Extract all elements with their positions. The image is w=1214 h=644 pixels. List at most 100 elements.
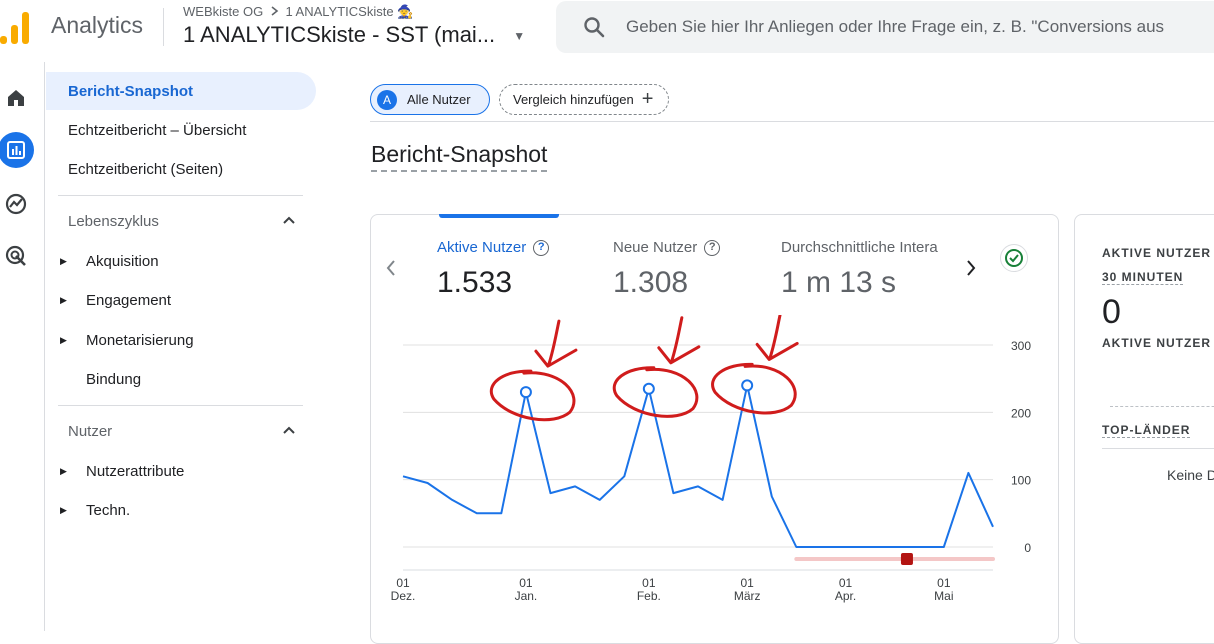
property-name: 1 ANALYTICSkiste - SST (mai... [183,22,496,47]
data-point [519,386,532,399]
realtime-value: 0 [1102,293,1121,331]
metric-label: Aktive Nutzer [437,239,527,256]
chevron-right-icon [270,4,279,19]
x-tick-day: 01 [937,576,951,590]
search-input[interactable]: Geben Sie hier Ihr Anliegen oder Ihre Fr… [626,17,1165,36]
icon-rail [0,62,45,631]
realtime-divider [1102,448,1214,449]
help-icon[interactable]: ? [704,239,721,256]
metric-label: Durchschnittliche Intera [781,239,938,256]
chevron-up-icon[interactable] [282,213,296,231]
analytics-logo[interactable] [0,10,32,44]
expand-triangle-icon: ▶ [60,504,67,515]
expand-triangle-icon: ▶ [60,465,67,476]
page-title[interactable]: Bericht-Snapshot [371,141,548,172]
nav-item-label: Akquisition [86,252,159,270]
nav-item-realtime-pages[interactable]: Echtzeitbericht (Seiten) [68,160,224,178]
x-tick-month: Dez. [391,589,416,603]
realtime-label-period: 30 MINUTEN [1102,270,1184,285]
y-tick-label: 100 [1011,474,1031,488]
nav-item-monetization[interactable]: ▶ Monetarisierung [46,321,316,359]
nav-item-label: Monetarisierung [86,331,194,349]
nav-item-report-snapshot[interactable]: Bericht-Snapshot [46,72,316,110]
realtime-sparkline [1110,406,1214,407]
nav-item-retention[interactable]: Bindung [46,360,316,398]
metric-new-users[interactable]: Neue Nutzer? 1.308 [613,239,721,300]
x-tick-day: 01 [519,576,533,590]
filter-divider [370,121,1214,122]
add-comparison-button[interactable]: Vergleich hinzufügen + [499,84,669,115]
segment-chip-all-users[interactable]: A Alle Nutzer [370,84,490,115]
metric-active-users[interactable]: Aktive Nutzer? 1.533 [437,239,550,300]
annotation-arrow [657,316,701,365]
expand-triangle-icon: ▶ [60,334,67,345]
x-tick-day: 01 [740,576,754,590]
plus-icon: + [641,88,654,110]
search-icon [582,15,606,44]
x-tick-month: März [734,589,761,603]
active-tab-indicator [439,214,559,218]
add-comparison-label: Vergleich hinzufügen [513,92,634,107]
nav-section-title: Lebenszyklus [68,212,159,230]
report-nav: Bericht-Snapshot Echtzeitbericht – Übers… [46,62,322,631]
breadcrumb-account[interactable]: WEBkiste OG [183,4,264,19]
x-tick-month: Jan. [515,589,538,603]
data-point [741,379,754,392]
explore-icon[interactable] [0,188,32,220]
annotation-arrow [534,319,578,368]
home-icon[interactable] [0,82,32,114]
segment-label: Alle Nutzer [407,92,471,107]
annotation-arrow [755,315,799,361]
metric-avg-engagement[interactable]: Durchschnittliche Intera 1 m 13 s [781,239,953,300]
chevron-up-icon[interactable] [282,423,296,441]
nav-item-user-attributes[interactable]: ▶ Nutzerattribute [46,452,316,490]
date-range-marker [900,553,913,565]
no-data-text: Keine D [1167,467,1214,483]
search-bar[interactable]: Geben Sie hier Ihr Anliegen oder Ihre Fr… [556,1,1214,53]
breadcrumb[interactable]: WEBkiste OG 1 ANALYTICSkiste 🧙 [183,4,413,20]
nav-item-acquisition[interactable]: ▶ Akquisition [46,242,316,280]
nav-divider [58,405,303,406]
annotation-circle [489,369,576,422]
metrics-card: Aktive Nutzer? 1.533 Neue Nutzer? 1.308 … [370,214,1059,644]
header-divider [163,8,164,46]
x-tick-day: 01 [396,576,410,590]
nav-section-user[interactable]: Nutzer [46,412,316,450]
active-users-chart[interactable]: 300200100001Dez.01Jan.01Feb.01März01Apr.… [371,315,1060,615]
y-tick-label: 300 [1011,339,1031,353]
x-tick-day: 01 [839,576,853,590]
metric-value: 1.533 [437,266,513,299]
y-tick-label: 200 [1011,406,1031,420]
caret-down-icon: ▼ [513,29,526,44]
metric-value: 1 m 13 s [781,266,897,299]
metric-value: 1.308 [613,266,689,299]
nav-section-title: Nutzer [68,422,113,440]
x-tick-month: Feb. [637,589,661,603]
nav-item-label: Techn. [86,501,131,519]
help-icon[interactable]: ? [533,239,550,256]
breadcrumb-property[interactable]: 1 ANALYTICSkiste 🧙 [285,4,414,19]
series-line [402,384,994,548]
annotation-circle [612,366,699,418]
x-tick-month: Apr. [835,589,856,603]
nav-item-label: Bindung [86,370,142,388]
realtime-label: AKTIVE NUTZER I [1102,246,1214,260]
app-title: Analytics [51,12,144,38]
nav-item-engagement[interactable]: ▶ Engagement [46,281,316,319]
nav-item-tech[interactable]: ▶ Techn. [46,491,316,529]
expand-triangle-icon: ▶ [60,255,67,266]
nav-section-lifecycle[interactable]: Lebenszyklus [46,202,316,240]
check-circle-icon[interactable] [1000,244,1028,272]
chevron-left-icon[interactable] [385,259,397,283]
x-tick-month: Mai [934,589,953,603]
advertising-icon[interactable] [0,240,32,272]
property-selector[interactable]: 1 ANALYTICSkiste - SST (mai... ▼ [183,22,525,48]
nav-item-realtime-overview[interactable]: Echtzeitbericht – Übersicht [68,121,247,139]
top-countries-label: TOP-LÄNDER [1102,423,1191,438]
segment-badge: A [377,89,397,110]
top-bar: Analytics WEBkiste OG 1 ANALYTICSkiste 🧙… [0,0,1214,56]
realtime-label-sub: AKTIVE NUTZER P [1102,336,1214,350]
nav-item-label: Nutzerattribute [86,462,185,480]
chevron-right-icon[interactable] [965,259,977,283]
reports-icon[interactable] [0,132,34,168]
